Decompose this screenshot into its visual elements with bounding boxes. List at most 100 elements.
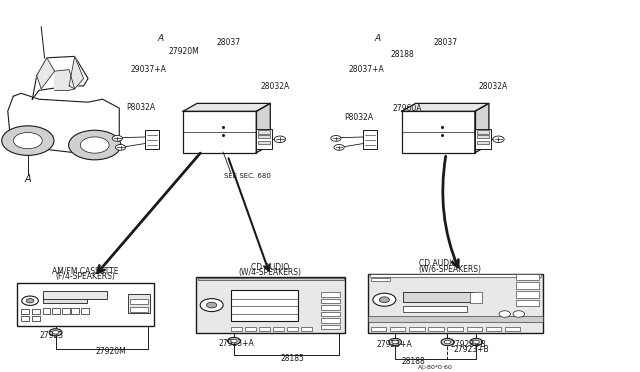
Bar (258, 130, 270, 134)
Bar (198, 278, 344, 280)
Text: AM/FM CASSETTE: AM/FM CASSETTE (52, 267, 119, 276)
Text: 27920M: 27920M (168, 46, 199, 56)
Bar (409, 327, 424, 331)
Text: 28188: 28188 (390, 50, 414, 59)
Polygon shape (475, 103, 489, 153)
Text: 28188: 28188 (401, 357, 426, 366)
Bar (183, 111, 256, 153)
Text: 28037: 28037 (217, 38, 241, 47)
Bar (258, 141, 270, 144)
Bar (516, 291, 539, 298)
Bar (370, 274, 541, 277)
Circle shape (112, 135, 122, 141)
Circle shape (473, 340, 479, 344)
Circle shape (115, 144, 125, 150)
Circle shape (380, 297, 390, 302)
Bar (516, 300, 539, 306)
Bar (447, 327, 463, 331)
Bar (256, 129, 272, 149)
Polygon shape (32, 57, 88, 99)
Bar (43, 291, 106, 299)
Bar (32, 309, 40, 314)
Bar (470, 292, 483, 303)
Bar (368, 273, 543, 333)
Bar (43, 308, 51, 314)
Polygon shape (183, 103, 270, 111)
Bar (321, 318, 340, 323)
Bar (287, 327, 298, 331)
Bar (390, 327, 405, 331)
Bar (130, 307, 148, 312)
Bar (52, 308, 60, 314)
Circle shape (228, 337, 241, 344)
Text: A$\triangleright$80*0$\cdot$60: A$\triangleright$80*0$\cdot$60 (417, 364, 453, 372)
Bar (17, 283, 154, 326)
Bar (81, 308, 89, 314)
Text: 27923+A: 27923+A (218, 339, 254, 348)
Text: (W/4-SPEAKERS): (W/4-SPEAKERS) (239, 268, 302, 278)
Text: A: A (374, 34, 380, 43)
Circle shape (499, 311, 511, 317)
Text: P8032A: P8032A (344, 113, 373, 122)
Text: P8032A: P8032A (126, 103, 156, 112)
Bar (127, 294, 150, 313)
Circle shape (207, 302, 217, 308)
Circle shape (441, 339, 454, 346)
Bar (145, 131, 159, 149)
Circle shape (22, 296, 38, 305)
Polygon shape (69, 57, 84, 89)
Text: 28185: 28185 (280, 354, 304, 363)
Bar (321, 292, 340, 297)
Text: 28032A: 28032A (260, 81, 289, 91)
Circle shape (2, 126, 54, 155)
Bar (321, 312, 340, 317)
Text: 27923+B: 27923+B (454, 345, 490, 354)
Bar (516, 282, 539, 289)
Text: 27923: 27923 (40, 331, 64, 340)
Bar (196, 277, 346, 333)
Bar (43, 294, 88, 303)
Bar (467, 327, 482, 331)
Bar (72, 308, 79, 314)
Circle shape (392, 340, 398, 344)
Text: 29037+A: 29037+A (130, 65, 166, 74)
Polygon shape (54, 70, 75, 90)
Circle shape (389, 339, 401, 346)
Circle shape (231, 339, 237, 343)
Bar (368, 316, 543, 322)
Bar (403, 292, 474, 302)
Circle shape (470, 339, 483, 346)
Text: (F/4-SPEAKERS): (F/4-SPEAKERS) (56, 272, 115, 281)
Bar (428, 327, 444, 331)
Bar (401, 111, 475, 153)
Text: 27920M: 27920M (95, 347, 126, 356)
Bar (321, 305, 340, 310)
Text: (W/6-SPEAKERS): (W/6-SPEAKERS) (419, 265, 482, 274)
Bar (371, 278, 390, 282)
Bar (364, 131, 378, 149)
Circle shape (513, 311, 525, 317)
Text: CD AUDIO: CD AUDIO (419, 259, 457, 268)
Bar (301, 327, 312, 331)
Bar (486, 327, 501, 331)
Bar (273, 327, 284, 331)
Circle shape (26, 299, 34, 303)
Bar (477, 135, 489, 138)
Bar (516, 274, 539, 280)
Circle shape (274, 136, 285, 142)
Circle shape (373, 293, 396, 306)
Bar (130, 299, 148, 304)
Text: A: A (157, 34, 164, 43)
Bar (62, 308, 70, 314)
Circle shape (81, 137, 109, 153)
Bar (321, 299, 340, 304)
Circle shape (200, 299, 223, 312)
Bar (475, 129, 491, 149)
Bar (231, 327, 243, 331)
Bar (505, 327, 520, 331)
Bar (477, 130, 489, 134)
Text: 27960A: 27960A (393, 104, 422, 113)
Text: 28037: 28037 (433, 38, 458, 47)
Bar (371, 327, 387, 331)
Bar (477, 141, 489, 144)
